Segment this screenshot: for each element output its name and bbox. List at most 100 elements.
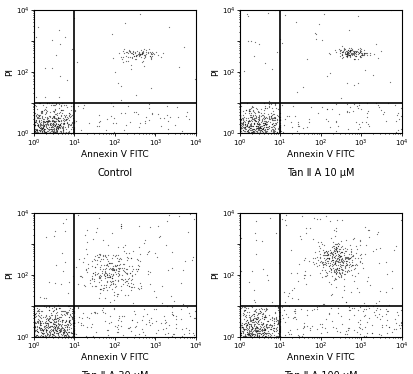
Point xyxy=(273,131,280,137)
Point xyxy=(166,114,173,120)
Point xyxy=(379,111,386,117)
Point xyxy=(134,262,141,268)
Point xyxy=(69,320,76,326)
Point xyxy=(50,321,56,327)
Point xyxy=(58,117,64,123)
Point xyxy=(338,52,345,58)
Point xyxy=(49,118,55,124)
Point xyxy=(57,328,63,334)
Point xyxy=(261,126,268,132)
Point xyxy=(107,299,113,305)
Point xyxy=(268,105,274,111)
Point xyxy=(43,295,49,301)
Point xyxy=(33,328,40,334)
Point xyxy=(42,129,48,135)
Point xyxy=(256,326,263,332)
Point xyxy=(31,129,37,135)
Point xyxy=(294,121,301,127)
Point xyxy=(254,120,260,126)
Point xyxy=(49,131,55,137)
Point xyxy=(47,319,54,325)
Point xyxy=(357,50,363,56)
Point xyxy=(71,131,78,137)
Point xyxy=(59,125,66,131)
Point xyxy=(261,315,268,321)
Point xyxy=(246,122,253,128)
Point xyxy=(66,121,73,127)
Point xyxy=(385,302,391,308)
Point xyxy=(263,131,270,137)
Point xyxy=(263,131,270,137)
Point xyxy=(127,48,133,54)
Point xyxy=(247,131,253,137)
Point xyxy=(31,125,37,131)
Point xyxy=(112,263,119,269)
Point xyxy=(81,102,87,108)
Point xyxy=(264,131,271,137)
Point xyxy=(358,52,364,58)
Point xyxy=(31,334,37,340)
Point xyxy=(36,130,43,136)
Point xyxy=(154,327,161,332)
Point xyxy=(43,327,50,332)
Point xyxy=(42,118,49,124)
Point xyxy=(122,278,129,284)
Point xyxy=(241,304,248,310)
Point xyxy=(240,316,247,322)
Point xyxy=(37,322,44,328)
Point xyxy=(236,131,242,137)
Point xyxy=(186,211,192,217)
Point xyxy=(240,304,246,310)
Point xyxy=(49,331,56,337)
Point xyxy=(254,120,260,126)
Point xyxy=(66,311,73,317)
Point xyxy=(42,121,49,127)
Point xyxy=(362,306,368,312)
Point xyxy=(241,331,248,337)
Point xyxy=(140,240,147,246)
Point xyxy=(343,49,349,55)
Point xyxy=(43,129,50,135)
Point xyxy=(115,268,122,274)
Point xyxy=(39,102,46,108)
Point xyxy=(247,331,254,337)
Point xyxy=(258,131,265,137)
Point xyxy=(267,115,273,121)
Point xyxy=(131,50,138,56)
Point xyxy=(43,118,49,124)
Point xyxy=(236,324,242,330)
Point xyxy=(272,315,278,321)
Point xyxy=(249,131,256,137)
Point xyxy=(154,223,161,229)
Point xyxy=(352,49,359,55)
Point xyxy=(236,324,242,330)
Point xyxy=(107,279,114,285)
Point xyxy=(57,121,63,127)
Point xyxy=(324,251,331,257)
Point xyxy=(251,127,257,133)
Point xyxy=(330,268,336,274)
Point xyxy=(273,325,279,331)
Point xyxy=(31,126,37,132)
Point xyxy=(90,130,96,136)
Point xyxy=(33,334,40,340)
Point xyxy=(63,309,69,315)
Point xyxy=(347,47,353,53)
Point xyxy=(111,297,117,303)
Point xyxy=(31,319,37,325)
Point xyxy=(33,313,39,319)
Point xyxy=(256,330,262,336)
Point xyxy=(269,111,276,117)
Point xyxy=(274,304,281,310)
Point xyxy=(335,47,342,53)
Point xyxy=(261,327,267,333)
Point xyxy=(190,332,196,338)
Point xyxy=(57,306,64,312)
Point xyxy=(43,313,49,319)
Point xyxy=(335,246,342,252)
Point xyxy=(46,130,52,136)
Point xyxy=(49,323,55,329)
Point xyxy=(48,37,55,43)
Point xyxy=(294,119,301,125)
Point xyxy=(99,307,105,313)
